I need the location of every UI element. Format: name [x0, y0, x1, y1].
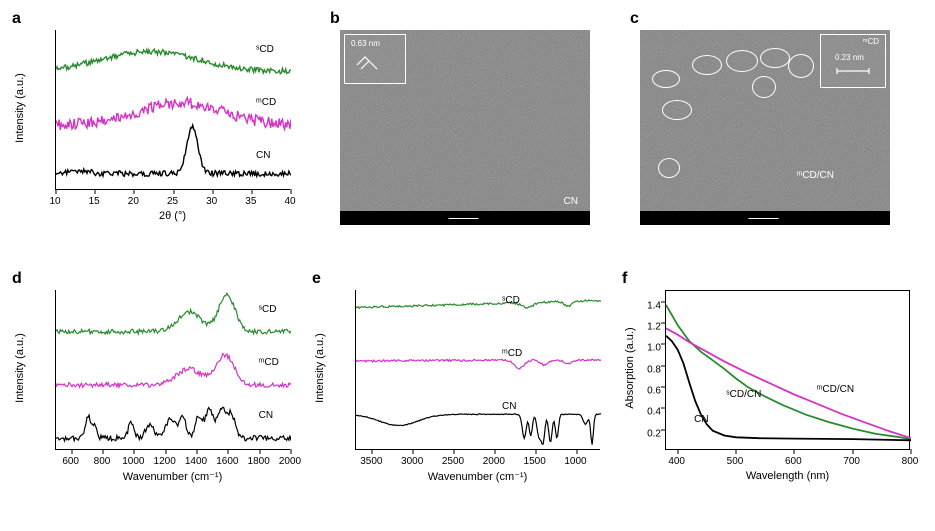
tem-circle	[760, 48, 790, 68]
xtick: 500	[727, 456, 744, 467]
ann-ᵐCD/CN: ᵐCD/CN	[817, 384, 854, 395]
tem-caption-b: CN	[564, 196, 578, 207]
plot-area-a	[55, 30, 290, 190]
xtick: 700	[843, 456, 860, 467]
tem-inset-c: ᵐCD 0.23 nm	[820, 34, 886, 88]
xtick: 800	[902, 456, 919, 467]
series-CN	[356, 414, 601, 445]
plot-area-d	[55, 290, 290, 450]
inset-top-c: ᵐCD	[863, 37, 879, 46]
ytick: 0.2	[635, 428, 661, 439]
ytick: 1.4	[635, 300, 661, 311]
panel-letter-c: c	[630, 10, 639, 28]
tem-image-b: 0.63 nm CN	[340, 30, 590, 225]
xtick: 15	[89, 196, 100, 207]
xtick: 400	[668, 456, 685, 467]
panel-a: a 10 15 20 25 30 35 40 2θ (°) Intensity (a.u.) ˢCD…	[10, 10, 315, 225]
xlabel-f: Wavelength (nm)	[665, 470, 910, 482]
panel-letter-b: b	[330, 10, 340, 28]
ann-CN: CN	[694, 414, 708, 425]
xtick: 3500	[360, 456, 382, 467]
panel-letter-a: a	[12, 10, 21, 28]
ylabel-f: Absorption (a.u.)	[624, 288, 636, 448]
panel-letter-e: e	[312, 270, 321, 288]
tem-caption-c: ᵐCD/CN	[797, 170, 834, 181]
xtick: 1000	[564, 456, 586, 467]
xtick: 10	[49, 196, 60, 207]
xtick: 800	[94, 456, 111, 467]
ann-ˢCD/CN: ˢCD/CN	[726, 389, 761, 400]
xlabel-a: 2θ (°)	[55, 210, 290, 222]
xtick: 2000	[483, 456, 505, 467]
series-label-mCD: ᵐCD	[259, 357, 279, 368]
series-label-sCD: ˢCD	[259, 304, 277, 315]
panel-letter-d: d	[12, 270, 22, 288]
xtick: 1800	[248, 456, 270, 467]
series-sCD	[56, 293, 291, 334]
tem-circle	[652, 70, 680, 88]
xtick: 35	[245, 196, 256, 207]
xtick: 600	[785, 456, 802, 467]
xlabel-d: Wavenumber (cm⁻¹)	[55, 470, 290, 483]
series-label-sCD: ˢCD	[256, 44, 274, 55]
tem-circle	[788, 54, 814, 78]
ytick: 0.6	[635, 386, 661, 397]
panel-f: f 400 500 600 700 800 0.2 0.4 0.6 0.8 1.0 1.2 1.4 Wav…	[620, 270, 935, 485]
tem-circle	[658, 158, 680, 178]
xtick: 1500	[524, 456, 546, 467]
plot-area-f	[665, 290, 910, 450]
ytick: 0.4	[635, 407, 661, 418]
tem-circle	[752, 76, 776, 98]
ylabel-a: Intensity (a.u.)	[14, 28, 26, 188]
series-sCD	[356, 300, 601, 308]
xtick: 2500	[442, 456, 464, 467]
inset-text-c: 0.23 nm	[835, 53, 864, 62]
xtick: 1000	[122, 456, 144, 467]
ylabel-d: Intensity (a.u.)	[14, 288, 26, 448]
panel-letter-f: f	[622, 270, 627, 288]
ytick: 1.2	[635, 322, 661, 333]
xtick: 1400	[185, 456, 207, 467]
tem-circle	[726, 50, 758, 72]
series-label-CN: CN	[256, 150, 270, 161]
tem-scale-text	[449, 214, 482, 222]
ytick: 0.8	[635, 364, 661, 375]
tem-circle	[692, 55, 722, 75]
panel-e: e 3500 3000 2500 2000 1500 1000 Wavenumber (cm⁻…	[310, 270, 625, 485]
xtick: 1200	[154, 456, 176, 467]
series-label-CN: CN	[502, 401, 516, 412]
series-label-CN: CN	[259, 410, 273, 421]
series-mCD	[56, 354, 291, 388]
tem-inset-b: 0.63 nm	[344, 34, 406, 84]
tem-circle	[662, 100, 692, 120]
xtick: 600	[62, 456, 79, 467]
inset-text-b: 0.63 nm	[351, 39, 380, 48]
xtick: 3000	[401, 456, 423, 467]
xtick: 1600	[216, 456, 238, 467]
series-CN	[56, 407, 291, 441]
panel-c: c ᵐCD 0.23 nm ᵐCD/CN	[630, 10, 900, 235]
ylabel-e: Intensity (a.u.)	[314, 288, 326, 448]
tem-scale-text	[749, 214, 782, 222]
xtick: 20	[128, 196, 139, 207]
xtick: 30	[206, 196, 217, 207]
series-mCD	[356, 359, 601, 369]
xtick: 40	[284, 196, 295, 207]
xtick: 25	[167, 196, 178, 207]
xlabel-e: Wavenumber (cm⁻¹)	[355, 470, 600, 483]
xtick: 2000	[279, 456, 301, 467]
tem-image-c: ᵐCD 0.23 nm ᵐCD/CN	[640, 30, 890, 225]
series-label-mCD: ᵐCD	[502, 348, 522, 359]
series-label-sCD: ˢCD	[502, 295, 520, 306]
series-label-mCD: ᵐCD	[256, 97, 276, 108]
panel-b: b 0.63 nm CN	[330, 10, 600, 235]
panel-d: d 600 800 1000 1200 1400 1600 1800 2000 Wavenumbe…	[10, 270, 315, 485]
plot-area-e	[355, 290, 600, 450]
ytick: 1.0	[635, 343, 661, 354]
